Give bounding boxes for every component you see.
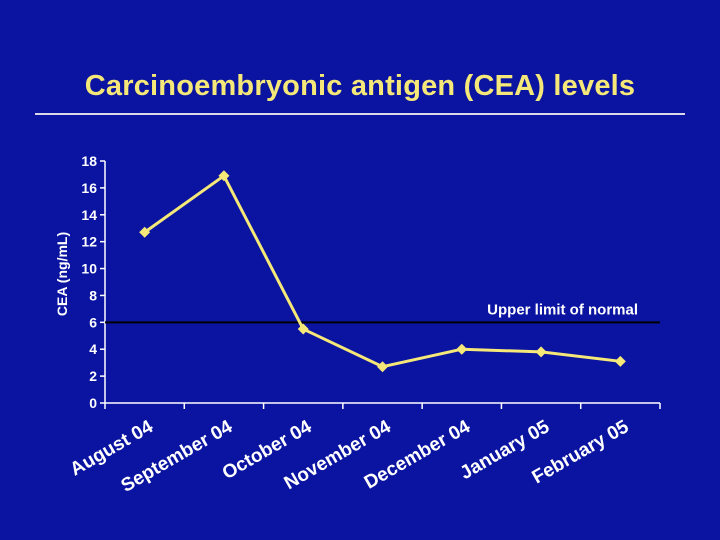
data-point [139,226,151,238]
data-point [614,355,626,367]
y-tick-label: 6 [89,314,97,330]
data-point [218,170,230,182]
series-line [143,174,621,369]
y-tick-label: 14 [81,207,97,223]
y-axis-label: CEA (ng/mL) [54,232,70,316]
data-point [377,361,388,373]
y-tick-label: 12 [81,234,97,250]
y-tick-label: 4 [89,341,97,357]
y-tick-label: 2 [89,368,97,384]
data-point [456,343,468,355]
title-divider [35,113,685,115]
data-point [535,346,547,358]
y-tick-label: 10 [81,261,97,277]
y-tick-label: 0 [89,395,97,411]
y-tick-label: 16 [81,180,97,196]
y-tick-label: 8 [89,287,97,303]
data-point [297,323,309,335]
chart-title: Carcinoembryonic antigen (CEA) levels [84,70,636,102]
upper-limit-label: Upper limit of normal [487,301,638,318]
y-tick-label: 18 [81,153,97,169]
